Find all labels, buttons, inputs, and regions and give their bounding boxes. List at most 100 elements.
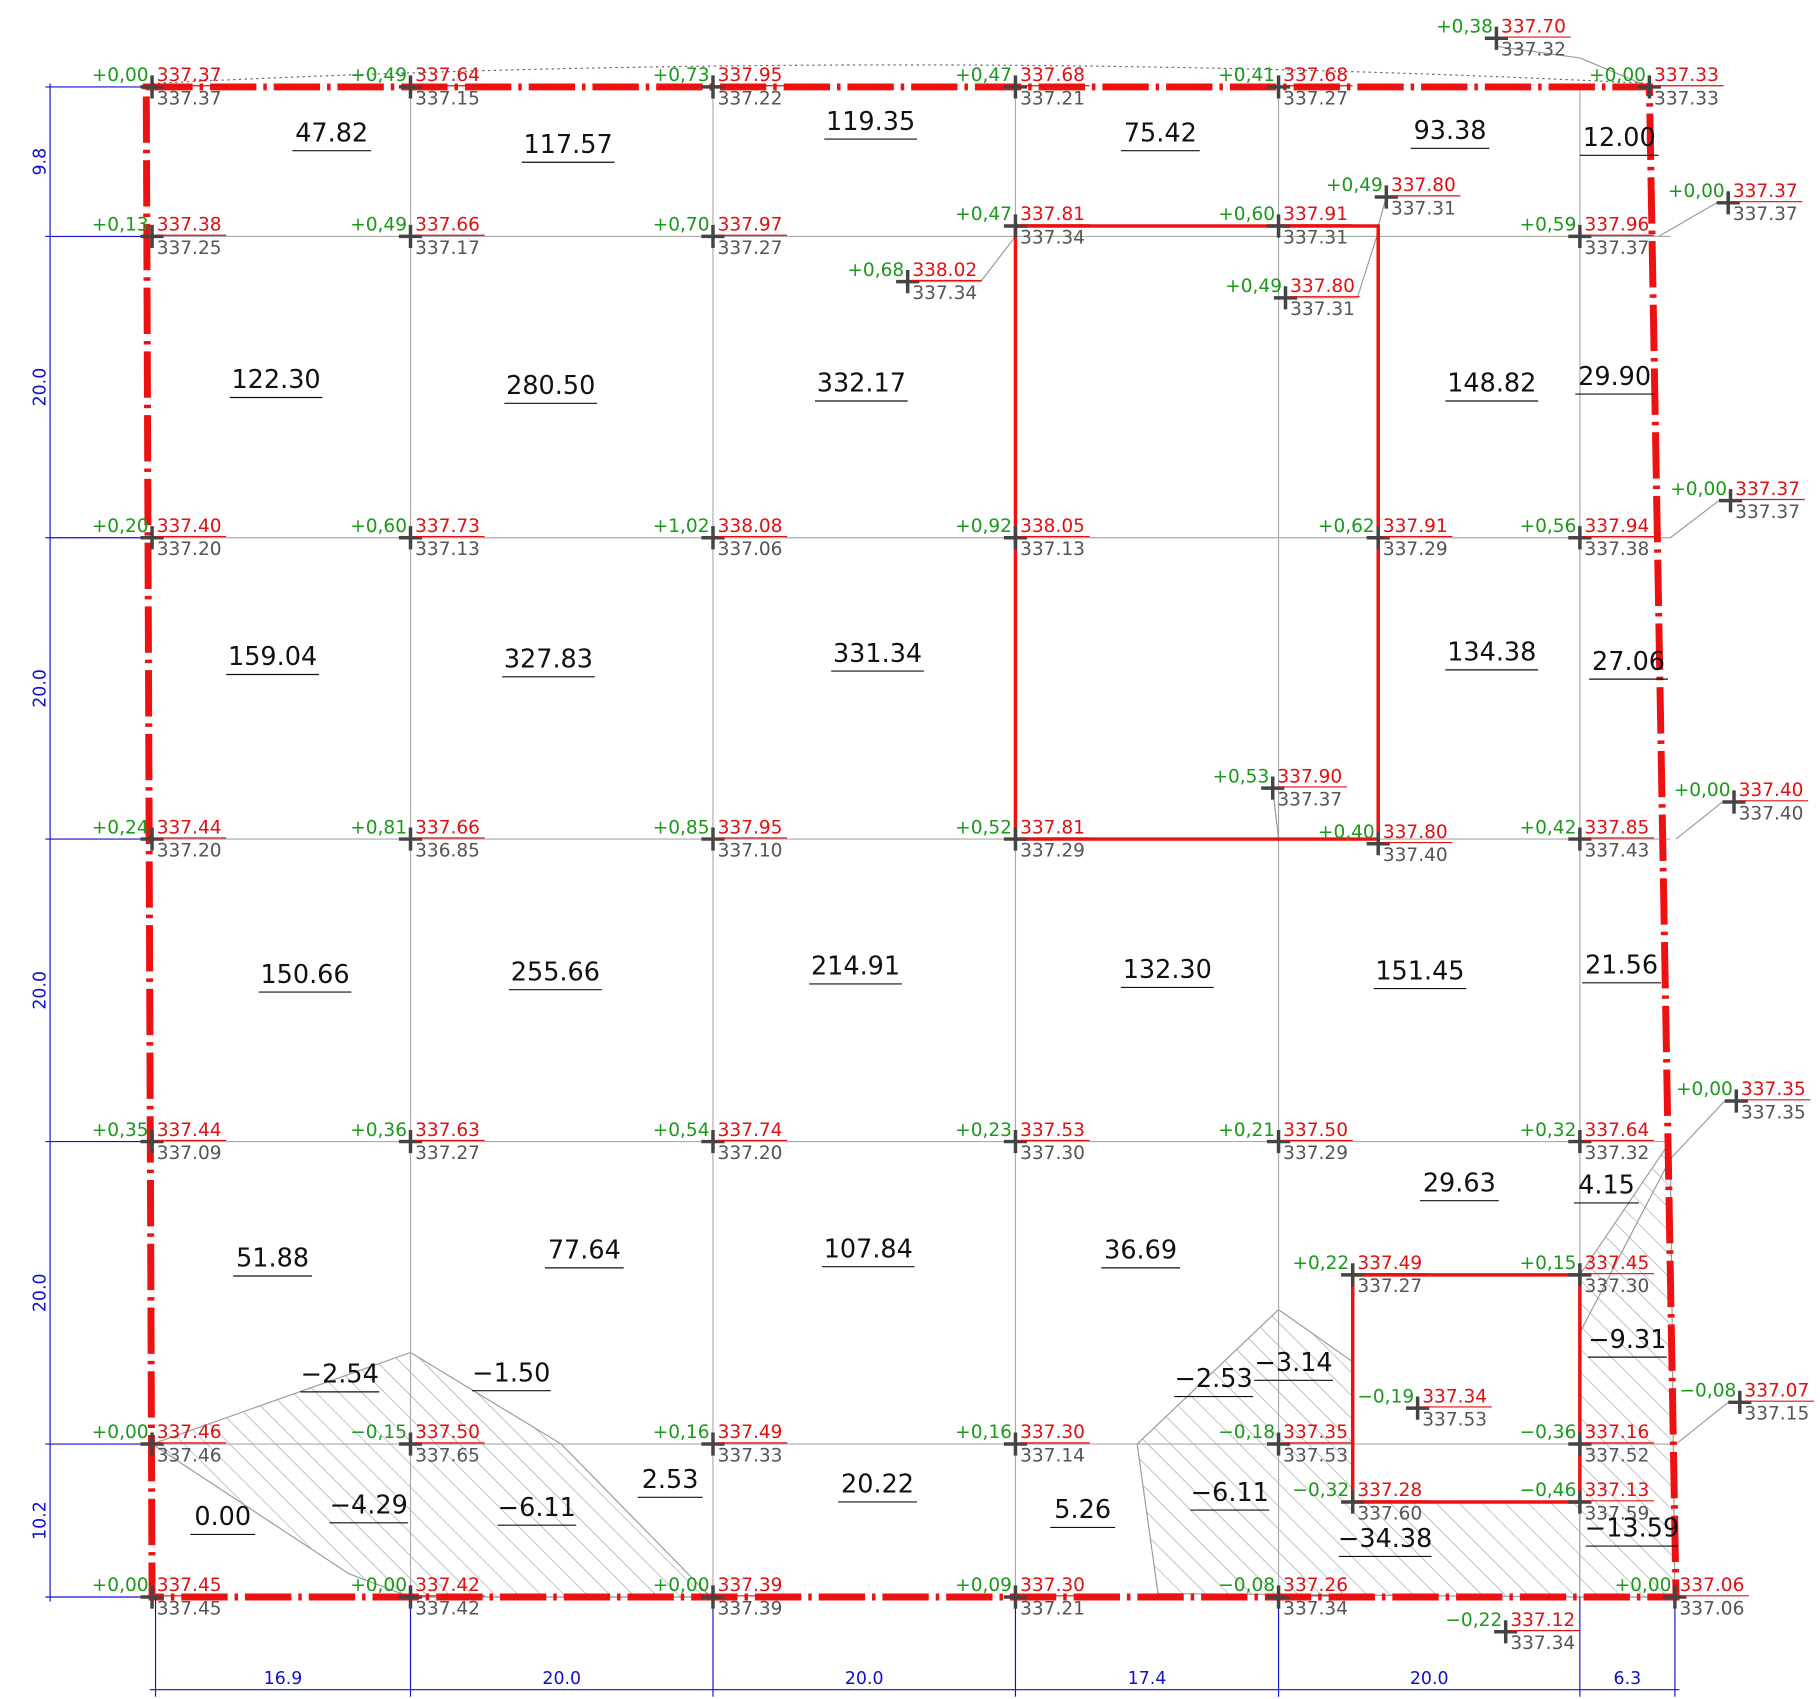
- point-marker: [1003, 1585, 1028, 1609]
- design-elevation: 337.91: [1283, 204, 1348, 225]
- existing-elevation: 337.43: [1585, 840, 1650, 861]
- elevation-change: +0,23: [955, 1120, 1012, 1141]
- point-marker: [1003, 1432, 1028, 1456]
- volume-value: 255.66: [511, 957, 600, 987]
- design-elevation: 337.66: [415, 817, 480, 838]
- design-elevation: 337.12: [1510, 1610, 1575, 1631]
- elevation-change: +0,00: [1615, 1575, 1672, 1596]
- point-marker: [701, 1432, 725, 1456]
- elevation-change: +0,15: [1520, 1253, 1577, 1274]
- design-elevation: 337.81: [1020, 817, 1085, 838]
- elevation-change: +0,40: [1318, 822, 1375, 843]
- point-marker: [1374, 185, 1398, 209]
- design-elevation: 337.94: [1585, 516, 1650, 537]
- existing-elevation: 337.31: [1290, 299, 1355, 320]
- design-elevation: 337.97: [718, 215, 783, 236]
- existing-elevation: 337.65: [415, 1445, 480, 1466]
- elevation-change: +0,56: [1520, 516, 1577, 537]
- elevation-change: +0,68: [847, 260, 904, 281]
- volume-value: 77.64: [548, 1236, 621, 1266]
- point-marker: [1003, 75, 1028, 99]
- existing-elevation: 337.32: [1501, 40, 1566, 61]
- elevation-change: +0,47: [955, 204, 1012, 225]
- existing-elevation: 337.31: [1283, 227, 1348, 248]
- design-elevation: 338.02: [912, 260, 977, 281]
- design-elevation: 337.81: [1020, 204, 1085, 225]
- elevation-change: +0,35: [92, 1120, 149, 1141]
- elevation-change: +0,62: [1318, 516, 1375, 537]
- elevation-change: +0,49: [1225, 276, 1282, 297]
- existing-elevation: 337.27: [415, 1143, 480, 1164]
- point-marker: [701, 1585, 725, 1609]
- point-marker: [398, 224, 423, 249]
- elevation-change: +0,00: [1670, 479, 1727, 500]
- existing-elevation: 337.25: [157, 238, 222, 259]
- point-marker: [1366, 526, 1390, 550]
- elevation-change: +0,47: [955, 65, 1012, 86]
- existing-elevation: 337.15: [1744, 1404, 1809, 1425]
- elevation-change: +0,49: [1326, 175, 1383, 196]
- existing-elevation: 337.13: [415, 539, 480, 560]
- point-marker: [140, 224, 164, 249]
- point-marker: [1484, 26, 1509, 50]
- existing-elevation: 337.10: [718, 840, 783, 861]
- elevation-change: +0,00: [1676, 1079, 1733, 1100]
- elevation-change: +0,32: [1520, 1120, 1577, 1141]
- design-elevation: 337.13: [1585, 1480, 1650, 1501]
- existing-elevation: 337.30: [1585, 1276, 1650, 1297]
- design-elevation: 337.53: [1020, 1120, 1085, 1141]
- volume-value: −4.29: [330, 1491, 408, 1521]
- dimension-label: 6.3: [1614, 1669, 1642, 1689]
- design-elevation: 337.30: [1020, 1422, 1085, 1443]
- elevation-change: +0,49: [350, 215, 407, 236]
- dimension-label: 17.4: [1128, 1669, 1167, 1689]
- dimension-label: 16.9: [264, 1669, 303, 1689]
- elevation-change: +0,60: [1218, 204, 1275, 225]
- design-elevation: 337.39: [718, 1575, 783, 1596]
- existing-elevation: 337.37: [1733, 204, 1798, 225]
- elevation-change: +0,20: [92, 516, 149, 537]
- elevation-change: −0,08: [1218, 1575, 1275, 1596]
- volume-value: 0.00: [194, 1502, 251, 1532]
- point-marker: [1341, 1263, 1365, 1287]
- hatched-areas: [150, 1139, 1676, 1598]
- existing-elevation: 337.27: [1283, 88, 1348, 109]
- design-elevation: 337.49: [718, 1422, 783, 1443]
- existing-elevation: 337.27: [1357, 1276, 1422, 1297]
- elevation-change: +0,53: [1212, 766, 1269, 787]
- elevation-change: +0,00: [1589, 65, 1646, 86]
- point-marker: [1568, 1263, 1592, 1287]
- existing-elevation: 337.15: [415, 88, 480, 109]
- point-marker: [398, 827, 423, 851]
- elevation-change: +0,92: [955, 516, 1012, 537]
- design-elevation: 337.66: [415, 215, 480, 236]
- volume-value: 2.53: [642, 1465, 699, 1495]
- existing-elevation: 337.14: [1020, 1445, 1085, 1466]
- design-elevation: 337.90: [1277, 766, 1342, 787]
- point-marker: [398, 526, 423, 550]
- point-marker: [1266, 75, 1291, 99]
- design-elevation: 337.38: [157, 215, 222, 236]
- design-elevation: 337.85: [1585, 817, 1650, 838]
- existing-elevation: 337.34: [1510, 1633, 1575, 1654]
- elevation-change: −0,46: [1520, 1480, 1577, 1501]
- design-elevation: 337.68: [1283, 65, 1348, 86]
- elevation-change: −0,18: [1218, 1422, 1275, 1443]
- elevation-change: +0,41: [1218, 65, 1275, 86]
- design-elevation: 337.28: [1357, 1480, 1422, 1501]
- dimension-label: 20.0: [30, 669, 50, 708]
- existing-elevation: 337.40: [1383, 845, 1448, 866]
- point-marker: [1568, 827, 1592, 851]
- elevation-change: +0,73: [653, 65, 710, 86]
- volume-value: 122.30: [231, 365, 320, 395]
- elevation-change: +0,00: [350, 1575, 407, 1596]
- dimension-label: 20.0: [845, 1669, 884, 1689]
- elevation-change: −0,08: [1680, 1381, 1737, 1402]
- volume-value: 93.38: [1414, 116, 1487, 146]
- dimension-label: 20.0: [30, 971, 50, 1010]
- point-marker: [398, 1432, 423, 1456]
- existing-elevation: 337.34: [1020, 227, 1085, 248]
- elevation-change: +0,00: [92, 65, 149, 86]
- design-elevation: 338.05: [1020, 516, 1085, 537]
